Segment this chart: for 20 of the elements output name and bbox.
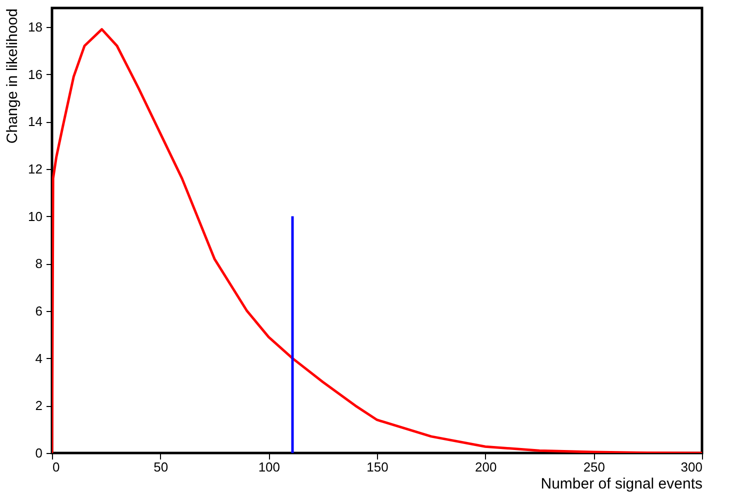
x-tick-label: 50 bbox=[154, 460, 168, 474]
x-tick-label: 0 bbox=[52, 460, 60, 474]
x-axis-title: Number of signal events bbox=[540, 476, 702, 492]
x-tick-label: 250 bbox=[583, 460, 606, 474]
y-tick-label: 8 bbox=[35, 256, 42, 272]
y-tick-label: 6 bbox=[35, 303, 42, 318]
y-tick-label: 0 bbox=[35, 446, 42, 460]
y-tick-label: 12 bbox=[28, 161, 42, 176]
x-tick-label: 200 bbox=[474, 460, 497, 474]
y-tick-label: 16 bbox=[28, 66, 42, 82]
y-axis-title: Change in likelihood bbox=[4, 8, 22, 144]
x-tick-label: 100 bbox=[258, 460, 280, 474]
y-tick-label: 4 bbox=[35, 350, 42, 366]
y-tick-label: 10 bbox=[28, 208, 42, 224]
y-tick-label: 18 bbox=[28, 19, 42, 34]
y-tick-label: 2 bbox=[35, 398, 42, 414]
x-tick-label: 150 bbox=[366, 460, 388, 474]
y-tick-label: 14 bbox=[28, 114, 42, 130]
line-series bbox=[52, 28, 702, 453]
x-tick-label: 300 bbox=[680, 460, 702, 474]
